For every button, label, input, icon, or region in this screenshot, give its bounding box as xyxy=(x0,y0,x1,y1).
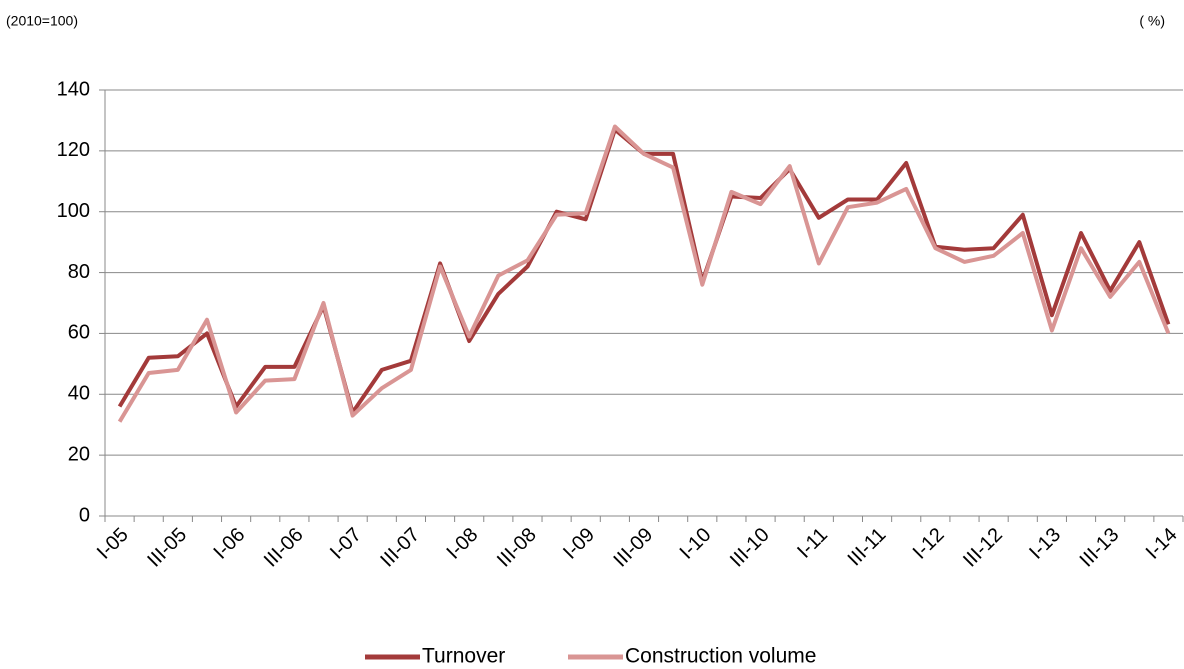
x-tick-label: I-07 xyxy=(326,524,366,564)
x-tick-label: III-08 xyxy=(493,524,541,572)
legend-label: Construction volume xyxy=(625,645,816,668)
x-tick-label: I-06 xyxy=(209,524,249,564)
x-tick-label: III-05 xyxy=(143,524,191,572)
x-tick-label: I-09 xyxy=(559,524,599,564)
y-tick-label: 80 xyxy=(68,261,90,283)
y-tick-label: 20 xyxy=(68,443,90,465)
x-tick-label: III-07 xyxy=(376,524,424,572)
y-tick-label: 40 xyxy=(68,383,90,405)
x-tick-label: I-12 xyxy=(909,524,949,564)
x-tick-label: I-11 xyxy=(793,524,832,563)
y-tick-label: 140 xyxy=(57,78,90,100)
series-line xyxy=(117,124,1171,423)
x-tick-label: III-12 xyxy=(959,524,1007,572)
x-tick-label: I-13 xyxy=(1025,524,1065,564)
series-line xyxy=(117,127,1171,415)
y-tick-label: 0 xyxy=(79,504,90,526)
x-tick-label: III-11 xyxy=(844,524,891,571)
y-tick-label: 120 xyxy=(57,139,90,161)
x-tick-label: I-10 xyxy=(676,524,716,564)
x-tick-label: III-10 xyxy=(726,524,774,572)
legend-label: Turnover xyxy=(422,645,505,668)
x-tick-label: I-08 xyxy=(443,524,483,564)
x-tick-label: III-13 xyxy=(1076,524,1124,572)
x-tick-label: III-09 xyxy=(609,524,657,572)
x-tick-label: I-14 xyxy=(1142,524,1182,564)
x-tick-label: III-06 xyxy=(260,524,308,572)
y-tick-label: 100 xyxy=(57,200,90,222)
x-tick-label: I-05 xyxy=(93,524,133,564)
left-note: (2010=100) xyxy=(6,13,78,29)
y-tick-label: 60 xyxy=(68,322,90,344)
right-note: ( %) xyxy=(1139,13,1165,29)
